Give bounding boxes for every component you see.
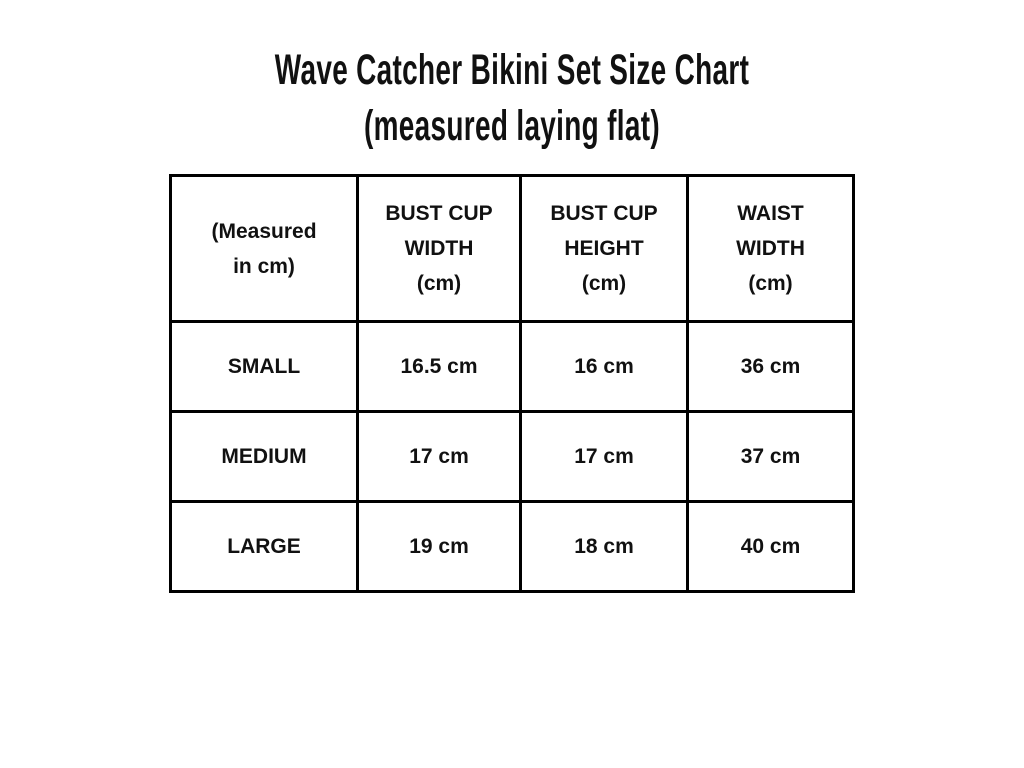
value-cell: 16.5 cm [356, 320, 522, 413]
header-row: (Measured in cm) BUST CUP WIDTH (cm) BUS… [169, 174, 855, 323]
value-cell: 18 cm [519, 500, 689, 593]
value-cell: 40 cm [686, 500, 855, 593]
size-label-cell: SMALL [169, 320, 359, 413]
value-cell: 19 cm [356, 500, 522, 593]
page-title-line2: (measured laying flat) [363, 102, 661, 150]
size-label-cell: LARGE [169, 500, 359, 593]
value-cell: 17 cm [519, 410, 689, 503]
value-cell: 37 cm [686, 410, 855, 503]
value-cell: 17 cm [356, 410, 522, 503]
header-cell-bust-cup-width: BUST CUP WIDTH (cm) [356, 174, 522, 323]
table-row-medium: MEDIUM 17 cm 17 cm 37 cm [169, 410, 855, 503]
size-chart-table: (Measured in cm) BUST CUP WIDTH (cm) BUS… [169, 174, 855, 593]
page-title: Wave Catcher Bikini Set Size Chart (meas… [179, 42, 845, 154]
page-title-line1: Wave Catcher Bikini Set Size Chart [274, 46, 750, 94]
value-cell: 16 cm [519, 320, 689, 413]
header-cell-bust-cup-height: BUST CUP HEIGHT (cm) [519, 174, 689, 323]
table-row-large: LARGE 19 cm 18 cm 40 cm [169, 500, 855, 593]
size-label-cell: MEDIUM [169, 410, 359, 503]
value-cell: 36 cm [686, 320, 855, 413]
header-cell-waist-width: WAIST WIDTH (cm) [686, 174, 855, 323]
table-row-small: SMALL 16.5 cm 16 cm 36 cm [169, 320, 855, 413]
header-cell-measured-in-cm: (Measured in cm) [169, 174, 359, 323]
